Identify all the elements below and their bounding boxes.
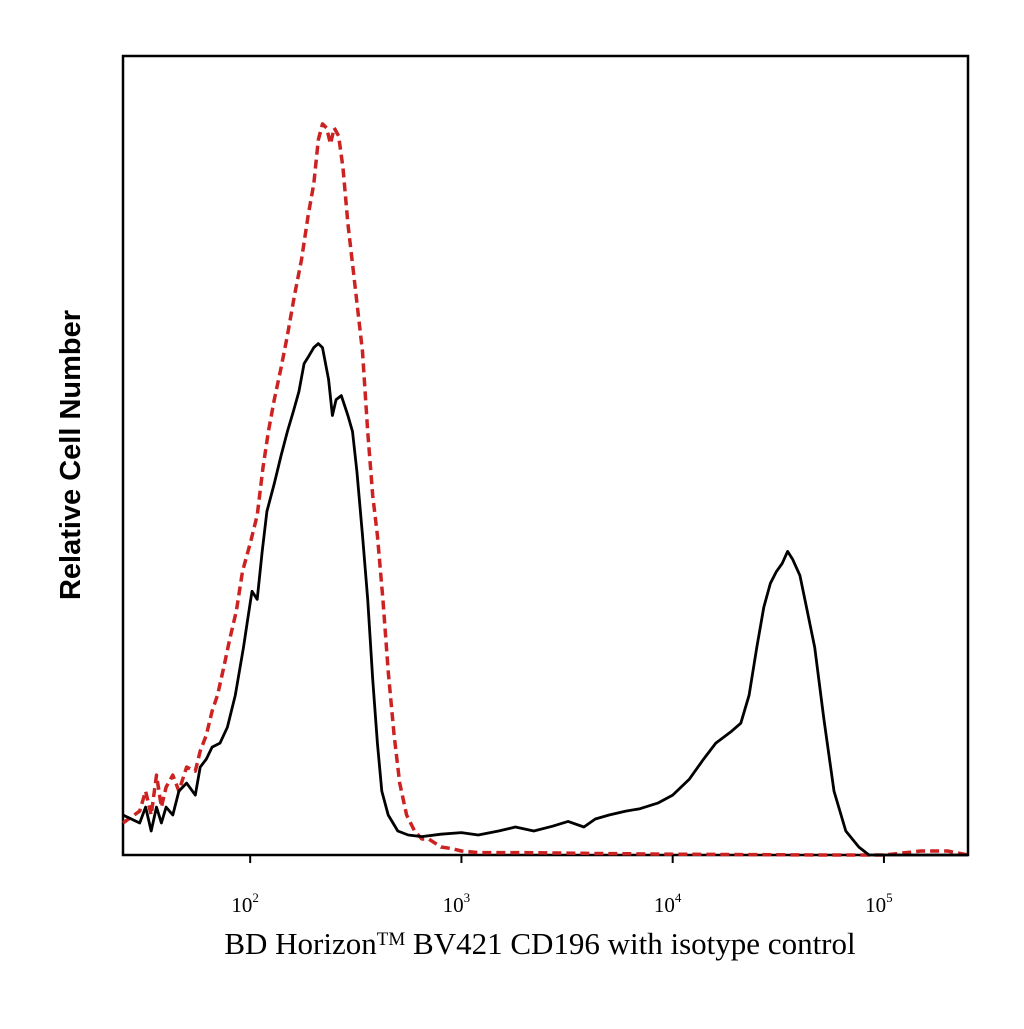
- x-tick-label-base: 10: [865, 893, 886, 917]
- x-tick-layer: 102 103 104 105: [231, 855, 893, 917]
- x-axis-label-tm: TM: [377, 929, 406, 950]
- series-layer: [121, 122, 969, 857]
- isotype-control-series-line: [121, 122, 969, 857]
- x-axis-label-rest: BV421 CD196 with isotype control: [405, 926, 855, 961]
- x-tick-label-exponent: 2: [252, 890, 259, 905]
- x-tick-label-exponent: 3: [464, 890, 471, 905]
- plot-frame: [121, 54, 970, 857]
- x-tick-label-exponent: 4: [675, 890, 682, 905]
- cd196-series-line: [122, 342, 968, 857]
- x-tick-label-exponent: 5: [886, 890, 893, 905]
- x-tick-label-base: 10: [654, 893, 675, 917]
- x-tick-label: 104: [654, 890, 682, 917]
- y-axis-label: Relative Cell Number: [55, 310, 87, 600]
- x-tick-label: 105: [865, 890, 893, 917]
- x-axis-label: BD HorizonTM BV421 CD196 with isotype co…: [224, 926, 855, 961]
- x-tick-label: 102: [231, 890, 259, 917]
- x-tick-label: 103: [443, 890, 471, 917]
- x-tick-label-base: 10: [231, 893, 252, 917]
- x-tick-label-base: 10: [443, 893, 464, 917]
- x-axis-label-main: BD Horizon: [224, 926, 377, 961]
